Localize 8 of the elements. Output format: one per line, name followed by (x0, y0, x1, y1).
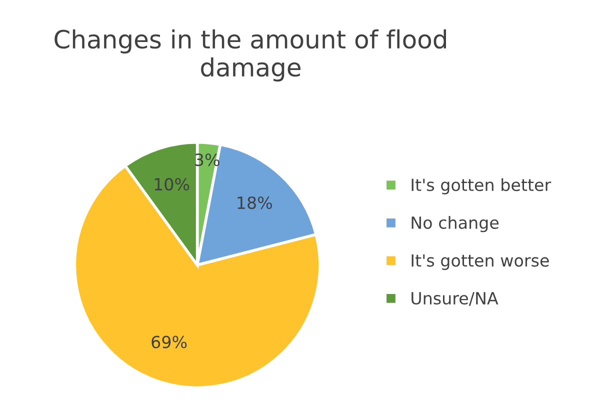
legend-label: No change (412, 216, 499, 232)
legend-label: It's gotten worse (412, 254, 549, 270)
data-label: 10% (154, 178, 190, 191)
legend-label: Unsure/NA (412, 292, 498, 306)
data-label: 69% (152, 336, 187, 348)
chart-title: Changes in the amount of flood damage (54, 29, 446, 82)
data-label: 18% (238, 196, 272, 210)
legend-label: It's gotten better (412, 178, 552, 194)
